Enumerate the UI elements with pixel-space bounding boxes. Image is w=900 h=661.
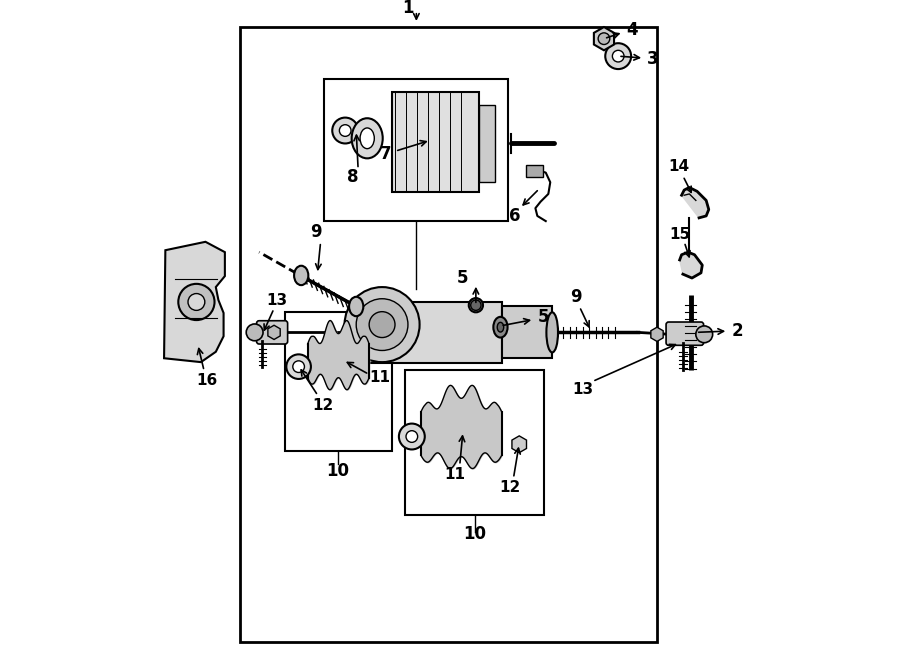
Ellipse shape: [352, 118, 382, 159]
Text: 10: 10: [327, 462, 349, 480]
Circle shape: [286, 354, 310, 379]
Circle shape: [247, 324, 263, 341]
Text: 6: 6: [508, 207, 520, 225]
Circle shape: [356, 299, 408, 350]
FancyBboxPatch shape: [666, 322, 704, 345]
Text: 12: 12: [312, 398, 334, 413]
Polygon shape: [680, 252, 702, 278]
Bar: [392, 92, 479, 192]
Polygon shape: [164, 242, 225, 362]
Text: 15: 15: [670, 227, 691, 241]
Text: 3: 3: [647, 50, 659, 68]
Ellipse shape: [360, 128, 374, 149]
Text: 13: 13: [572, 382, 594, 397]
Text: 11: 11: [445, 467, 465, 482]
Circle shape: [292, 361, 304, 373]
Circle shape: [188, 293, 205, 311]
Circle shape: [612, 50, 624, 62]
Ellipse shape: [294, 266, 309, 285]
Circle shape: [369, 312, 395, 338]
Circle shape: [332, 118, 358, 143]
Text: 1: 1: [402, 0, 414, 17]
Polygon shape: [681, 188, 709, 218]
Ellipse shape: [493, 317, 508, 338]
Circle shape: [399, 424, 425, 449]
Text: 4: 4: [626, 20, 638, 38]
Circle shape: [178, 284, 214, 320]
Circle shape: [406, 431, 418, 442]
Text: 16: 16: [196, 373, 218, 388]
Ellipse shape: [546, 312, 558, 352]
Circle shape: [696, 326, 713, 342]
Text: 13: 13: [266, 293, 287, 307]
Text: 5: 5: [457, 269, 469, 287]
Ellipse shape: [469, 298, 483, 312]
Circle shape: [339, 125, 351, 136]
Text: 11: 11: [369, 370, 390, 385]
Bar: [356, 302, 502, 364]
Bar: [502, 307, 553, 358]
Text: 10: 10: [464, 525, 486, 543]
Bar: [285, 312, 392, 451]
Text: 7: 7: [380, 145, 392, 163]
Text: 9: 9: [310, 223, 322, 241]
Bar: [405, 370, 544, 516]
Bar: [479, 104, 495, 182]
Circle shape: [598, 33, 610, 44]
FancyBboxPatch shape: [256, 321, 288, 344]
Circle shape: [345, 287, 419, 362]
Ellipse shape: [497, 323, 504, 332]
Bar: [526, 165, 543, 177]
Text: 2: 2: [732, 322, 743, 340]
Bar: [324, 79, 508, 221]
Text: 14: 14: [669, 159, 689, 175]
Text: 9: 9: [570, 288, 581, 307]
Circle shape: [606, 43, 631, 69]
Text: 5: 5: [537, 309, 549, 327]
Text: 12: 12: [500, 480, 521, 495]
Bar: [239, 27, 657, 642]
Text: 8: 8: [346, 168, 358, 186]
Ellipse shape: [349, 297, 364, 316]
Circle shape: [471, 300, 482, 311]
